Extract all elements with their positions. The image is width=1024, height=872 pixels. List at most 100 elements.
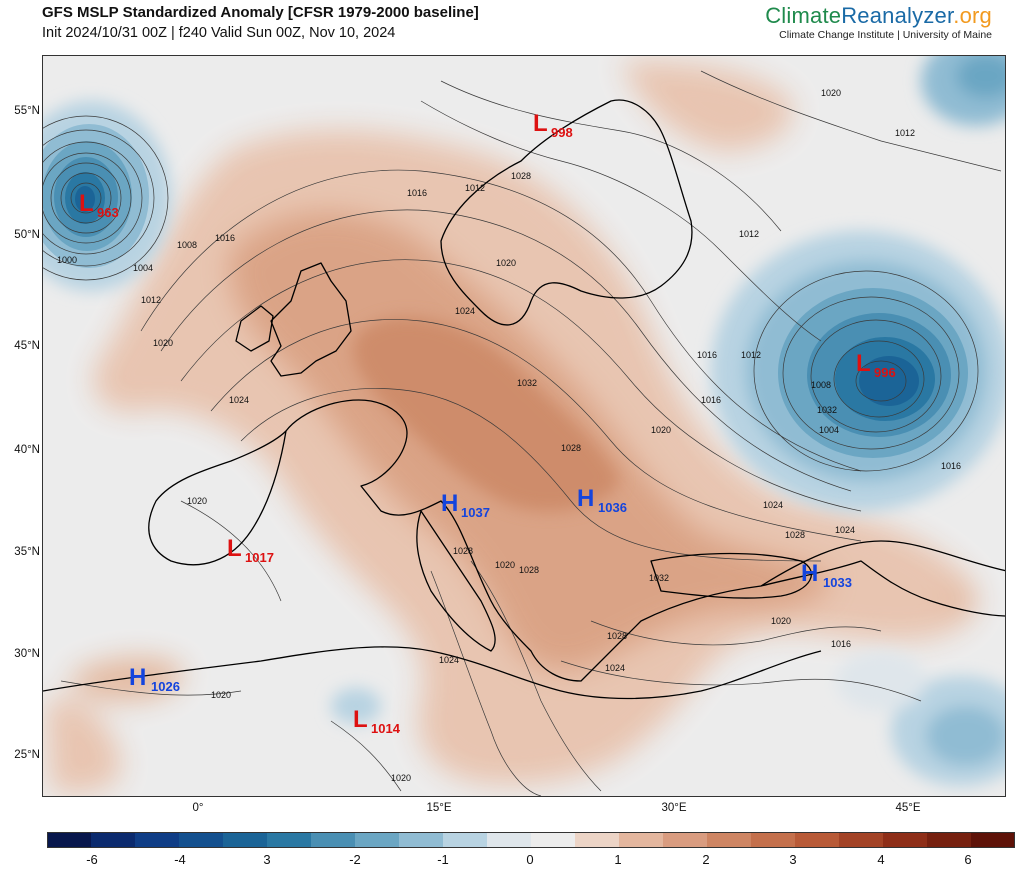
svg-text:1016: 1016: [697, 350, 717, 360]
colorbar-segment: [751, 832, 796, 848]
high-center-carpathians[interactable]: H 1036: [577, 485, 627, 515]
colorbar-segment: [619, 832, 664, 848]
svg-text:1024: 1024: [455, 306, 475, 316]
svg-text:H: H: [129, 664, 146, 691]
svg-text:1016: 1016: [831, 639, 851, 649]
svg-text:1020: 1020: [771, 616, 791, 626]
lat-label-25n: 25°N: [14, 749, 40, 761]
brand-part-reanalyzer: Reanalyzer: [841, 3, 954, 28]
svg-text:1028: 1028: [453, 546, 473, 556]
brand-logo[interactable]: ClimateReanalyzer.org Climate Change Ins…: [765, 4, 992, 42]
svg-text:1020: 1020: [496, 258, 516, 268]
lon-label-30e: 30°E: [661, 802, 687, 814]
colorbar-svg: [47, 832, 1015, 848]
svg-text:1008: 1008: [177, 240, 197, 250]
colorbar-segment: [311, 832, 356, 848]
colorbar-tick: 0: [526, 852, 534, 867]
colorbar-segment: [971, 832, 1015, 848]
colorbar-tick: -1: [437, 852, 449, 867]
coastlines: [43, 99, 1005, 700]
high-center-caucasus[interactable]: H 1033: [801, 560, 852, 590]
colorbar: [47, 832, 1015, 848]
negative-anomaly-arctic: [921, 56, 1005, 126]
svg-text:1024: 1024: [229, 395, 249, 405]
brand-subtitle: Climate Change Institute | University of…: [779, 29, 992, 41]
colorbar-segment: [267, 832, 312, 848]
scandinavia-outline: [440, 99, 693, 326]
svg-text:1028: 1028: [561, 443, 581, 453]
low-center-russia[interactable]: L 996: [856, 350, 896, 380]
colorbar-tick: 6: [964, 852, 972, 867]
svg-text:1024: 1024: [605, 663, 625, 673]
lat-label-40n: 40°N: [14, 444, 40, 456]
svg-text:1014: 1014: [371, 721, 401, 736]
iberia-outline: [148, 430, 287, 566]
svg-text:1024: 1024: [439, 655, 459, 665]
svg-text:1020: 1020: [821, 88, 841, 98]
colorbar-tick: -4: [174, 852, 186, 867]
svg-text:1000: 1000: [57, 255, 77, 265]
map-panel[interactable]: L 963 L 998 L 996 L 1017 L 1014 H 1037: [42, 55, 1006, 797]
colorbar-tick: 2: [702, 852, 710, 867]
lon-label-15e: 15°E: [426, 802, 452, 814]
lat-label-45n: 45°N: [14, 340, 40, 352]
svg-text:L: L: [533, 110, 548, 137]
colorbar-border: [47, 832, 1015, 848]
colorbar-segment: [223, 832, 268, 848]
svg-text:1020: 1020: [651, 425, 671, 435]
svg-text:1020: 1020: [211, 690, 231, 700]
colorbar-segment: [443, 832, 488, 848]
svg-text:1012: 1012: [465, 183, 485, 193]
colorbar-tick: -2: [349, 852, 361, 867]
svg-text:1020: 1020: [391, 773, 411, 783]
lat-label-35n: 35°N: [14, 546, 40, 558]
map-svg[interactable]: L 963 L 998 L 996 L 1017 L 1014 H 1037: [43, 56, 1006, 797]
svg-text:1037: 1037: [461, 505, 490, 520]
italy-outline: [416, 510, 496, 652]
colorbar-segment: [399, 832, 444, 848]
svg-text:1028: 1028: [607, 631, 627, 641]
colorbar-segment: [839, 832, 884, 848]
colorbar-segment: [135, 832, 180, 848]
svg-text:L: L: [79, 190, 94, 217]
colorbar-segment: [795, 832, 840, 848]
svg-text:1004: 1004: [819, 425, 839, 435]
svg-text:1033: 1033: [823, 575, 852, 590]
svg-text:L: L: [856, 350, 871, 377]
colorbar-tick: -6: [86, 852, 98, 867]
brand-name[interactable]: ClimateReanalyzer.org: [765, 4, 992, 28]
black-sea-outline: [650, 552, 813, 599]
svg-text:1016: 1016: [215, 233, 235, 243]
svg-text:1016: 1016: [407, 188, 427, 198]
high-center-alps[interactable]: H 1037: [441, 490, 490, 520]
svg-text:1017: 1017: [245, 550, 274, 565]
title-block: GFS MSLP Standardized Anomaly [CFSR 1979…: [42, 4, 479, 44]
svg-text:1020: 1020: [187, 496, 207, 506]
colorbar-segment: [91, 832, 136, 848]
colorbar-tick: 4: [877, 852, 885, 867]
lon-label-45e: 45°E: [895, 802, 921, 814]
colorbar-tick: 1: [614, 852, 622, 867]
svg-text:1008: 1008: [811, 380, 831, 390]
low-center-iberia[interactable]: L 1017: [227, 535, 274, 565]
colorbar-segment: [663, 832, 708, 848]
negative-anomaly-atlantic: [43, 101, 171, 291]
map-subtitle: Init 2024/10/31 00Z | f240 Valid Sun 00Z…: [42, 25, 396, 41]
brand-part-climate: Climate: [765, 3, 842, 28]
svg-text:1016: 1016: [941, 461, 961, 471]
svg-text:H: H: [577, 485, 594, 512]
lon-label-0: 0°: [192, 802, 204, 814]
svg-text:1032: 1032: [517, 378, 537, 388]
svg-text:998: 998: [551, 125, 573, 140]
svg-text:1016: 1016: [701, 395, 721, 405]
low-center-barents[interactable]: L 998: [533, 110, 573, 140]
low-center-sahara[interactable]: L 1014: [353, 706, 401, 736]
negative-anomaly-arabia: [331, 651, 1005, 786]
high-center-morocco[interactable]: H 1026: [129, 664, 180, 694]
svg-text:1024: 1024: [763, 500, 783, 510]
low-center-atlantic[interactable]: L 963: [79, 190, 119, 220]
colorbar-segment: [531, 832, 576, 848]
svg-text:L: L: [227, 535, 242, 562]
isobar-labels: 1000 1004 1008 1012 1016 1020 1024 1012 …: [57, 88, 961, 783]
colorbar-tick: 3: [263, 852, 271, 867]
